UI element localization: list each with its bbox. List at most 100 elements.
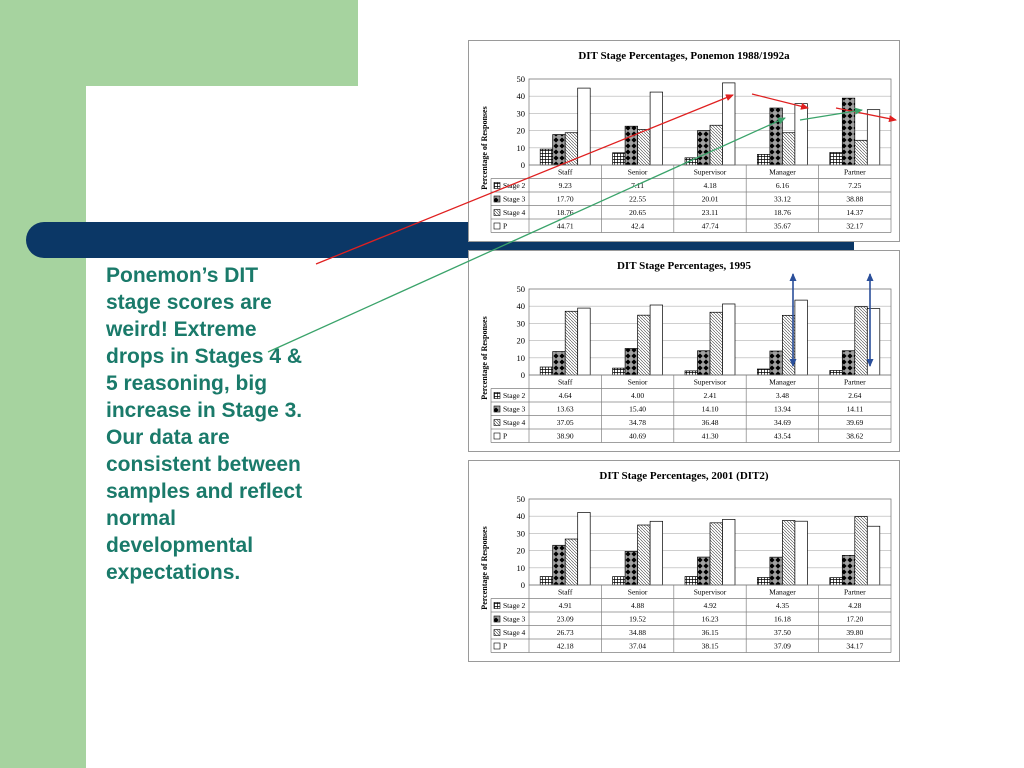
data-label: 36.15 xyxy=(702,628,719,637)
data-label: 47.74 xyxy=(702,222,719,231)
bar xyxy=(612,152,626,166)
category-label: Partner xyxy=(844,378,866,387)
y-axis-label: Percentage of Responses xyxy=(480,106,489,189)
legend-key xyxy=(493,195,501,203)
y-tick-label: 30 xyxy=(517,318,526,328)
bar xyxy=(612,367,626,376)
chart-title: DIT Stage Percentages, 2001 (DIT2) xyxy=(599,470,768,482)
data-label: 34.88 xyxy=(629,628,646,637)
bar xyxy=(539,576,554,586)
bar xyxy=(854,306,868,376)
legend-key xyxy=(493,222,501,230)
chart-ponemon-1988-1992: DIT Stage Percentages, Ponemon 1988/1992… xyxy=(468,40,900,242)
data-label: 17.70 xyxy=(557,195,574,204)
bar xyxy=(552,134,566,166)
bar xyxy=(794,299,808,376)
data-label: 19.52 xyxy=(629,615,646,624)
bar xyxy=(782,314,796,376)
data-label: 13.94 xyxy=(774,405,791,414)
data-label: 6.16 xyxy=(776,181,789,190)
bar xyxy=(624,551,638,586)
legend-entry: Stage 4 xyxy=(503,628,526,637)
y-tick-label: 20 xyxy=(517,126,526,136)
y-tick-label: 40 xyxy=(517,91,526,101)
bar xyxy=(757,368,771,376)
legend-key xyxy=(493,405,501,413)
data-label: 36.48 xyxy=(702,418,719,427)
bar xyxy=(684,576,698,586)
data-label: 9.23 xyxy=(559,181,572,190)
data-label: 38.15 xyxy=(702,642,719,651)
bar xyxy=(697,350,711,376)
y-tick-label: 0 xyxy=(521,580,525,590)
data-label: 4.88 xyxy=(631,601,644,610)
category-label: Supervisor xyxy=(694,168,727,177)
bar xyxy=(841,350,856,376)
bar xyxy=(637,129,651,166)
data-label: 14.10 xyxy=(702,405,719,414)
data-label: 4.18 xyxy=(703,181,716,190)
data-label: 20.65 xyxy=(629,208,646,217)
bar xyxy=(709,522,723,586)
legend-entry: Stage 4 xyxy=(503,418,526,427)
bar xyxy=(794,103,808,166)
data-label: 3.48 xyxy=(776,391,789,400)
legend-entry: P xyxy=(503,432,507,441)
bar xyxy=(624,125,638,166)
data-label: 26.73 xyxy=(557,628,574,637)
bar xyxy=(697,556,711,586)
legend-key xyxy=(493,209,501,216)
bar xyxy=(697,130,711,166)
data-label: 39.80 xyxy=(846,628,863,637)
y-tick-label: 10 xyxy=(517,563,526,573)
category-label: Staff xyxy=(558,588,573,597)
category-label: Senior xyxy=(628,378,648,387)
bar xyxy=(577,512,591,586)
category-label: Staff xyxy=(558,378,573,387)
data-label: 40.69 xyxy=(629,432,646,441)
bar xyxy=(757,154,771,166)
data-label: 4.92 xyxy=(703,601,716,610)
y-axis-label: Percentage of Responses xyxy=(480,316,489,399)
y-tick-label: 50 xyxy=(517,284,526,294)
y-tick-label: 50 xyxy=(517,494,526,504)
data-label: 16.23 xyxy=(702,615,719,624)
bar xyxy=(649,91,663,166)
y-tick-label: 30 xyxy=(517,108,526,118)
data-label: 34.17 xyxy=(846,642,863,651)
bar xyxy=(866,109,881,166)
bar xyxy=(769,107,783,166)
data-label: 14.37 xyxy=(846,208,863,217)
data-label: 4.35 xyxy=(776,601,789,610)
bar xyxy=(841,555,856,586)
y-tick-label: 30 xyxy=(517,528,526,538)
bar xyxy=(577,307,591,376)
legend-key xyxy=(493,602,501,609)
bar xyxy=(854,516,868,586)
data-label: 17.20 xyxy=(846,615,863,624)
y-tick-label: 10 xyxy=(517,353,526,363)
data-label: 38.90 xyxy=(557,432,574,441)
bar xyxy=(684,157,698,166)
bar xyxy=(539,148,554,166)
y-tick-label: 20 xyxy=(517,546,526,556)
data-label: 35.67 xyxy=(774,222,791,231)
green-sidebar-decoration xyxy=(0,0,86,768)
y-tick-label: 50 xyxy=(517,74,526,84)
bar xyxy=(769,556,783,586)
bar xyxy=(794,520,808,586)
legend-entry: P xyxy=(503,222,507,231)
legend-key xyxy=(493,392,501,399)
data-label: 38.88 xyxy=(846,195,863,204)
data-label: 32.17 xyxy=(846,222,863,231)
data-label: 34.69 xyxy=(774,418,791,427)
bar xyxy=(854,139,868,166)
data-label: 2.41 xyxy=(703,391,716,400)
data-label: 15.40 xyxy=(629,405,646,414)
category-label: Manager xyxy=(769,378,796,387)
bar xyxy=(769,350,783,376)
commentary-line-1: Ponemon’s DIT stage scores are weird! Ex… xyxy=(106,264,303,422)
category-label: Supervisor xyxy=(694,378,727,387)
legend-entry: Stage 2 xyxy=(503,391,526,400)
bar xyxy=(564,132,579,166)
